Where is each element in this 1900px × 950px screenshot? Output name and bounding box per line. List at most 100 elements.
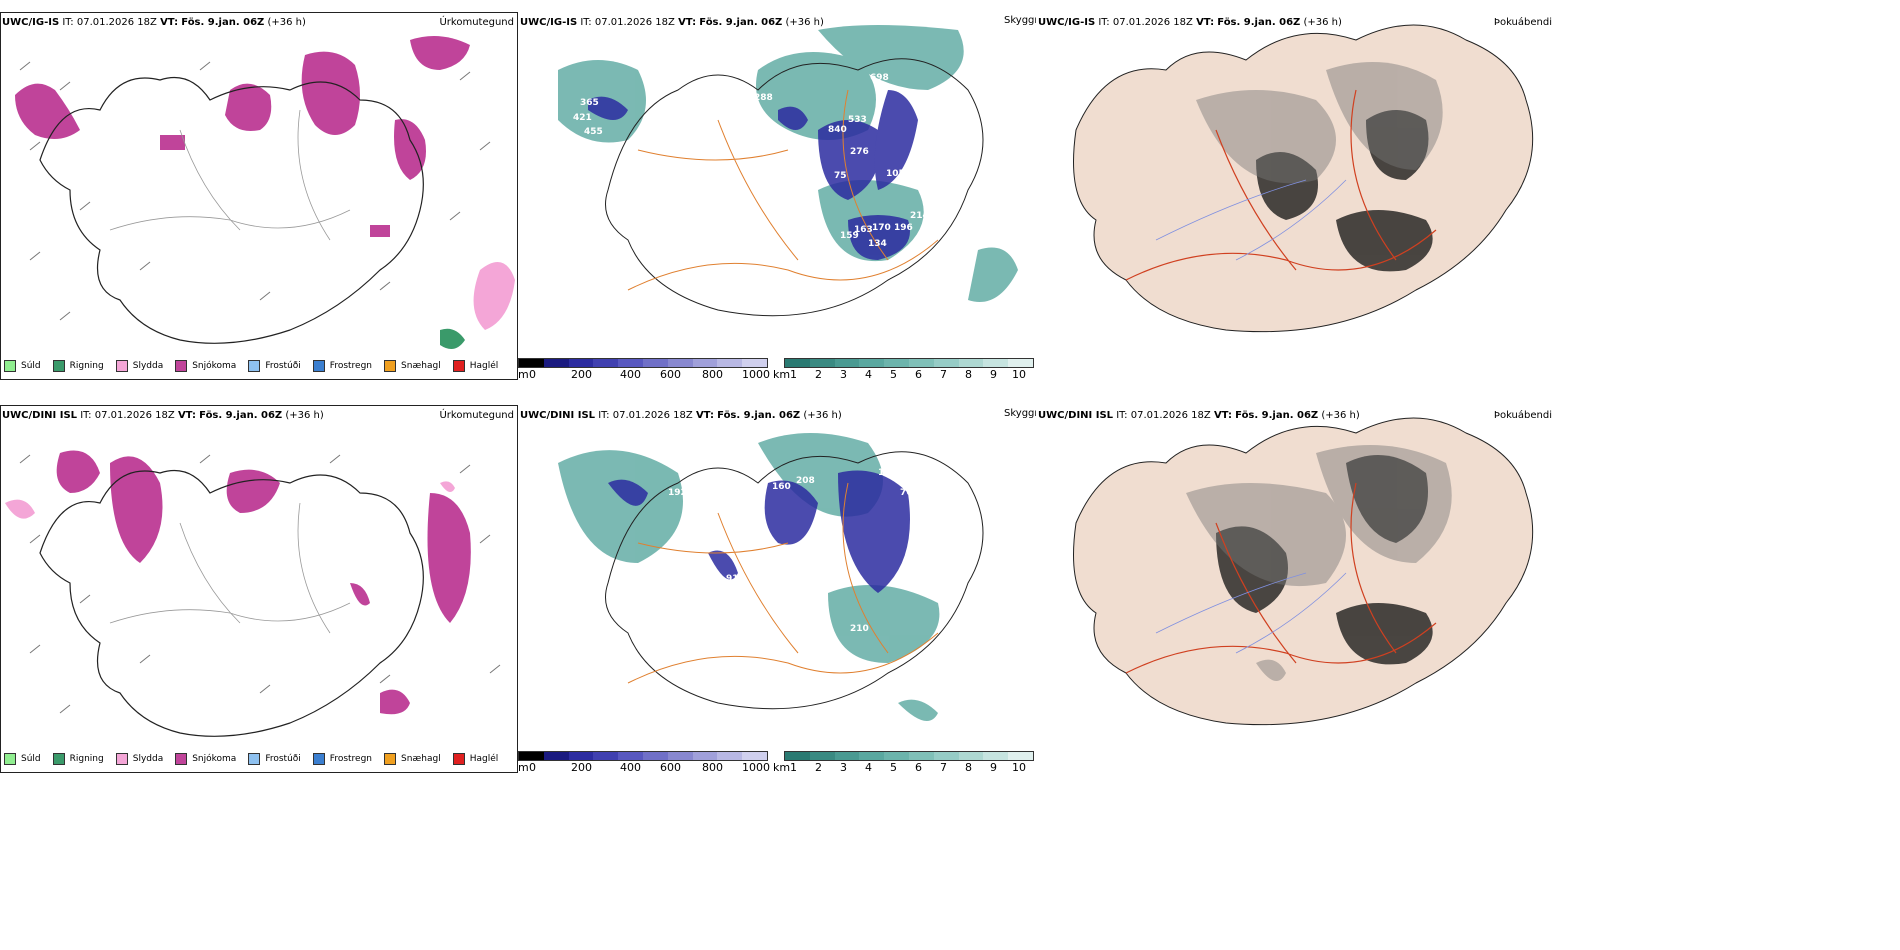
legend-label: Frostregn bbox=[329, 361, 373, 371]
km-tick: 5 bbox=[890, 761, 897, 774]
cbar-cell bbox=[667, 752, 693, 760]
legend-swatch bbox=[384, 753, 397, 765]
legend-item: Slydda bbox=[115, 753, 163, 765]
it-value: 07.01.2026 18Z bbox=[612, 410, 693, 421]
panel-title-fog-index: Þokuábendi bbox=[1493, 17, 1552, 28]
precip-map-iceland bbox=[15, 36, 515, 349]
it-label: IT: bbox=[598, 410, 610, 421]
legend-item: Rigning bbox=[52, 753, 104, 765]
meters-tick: 1000 bbox=[742, 368, 770, 381]
legend-swatch bbox=[115, 753, 128, 765]
visibility-map-iceland: 365 421 455 288 840 533 276 75 105 170 1… bbox=[558, 25, 1018, 317]
cbar-cell bbox=[667, 359, 693, 367]
forecast-header: UWC/DINI ISL IT: 07.01.2026 18Z VT: Fös.… bbox=[1038, 410, 1360, 421]
it-label: IT: bbox=[62, 17, 74, 28]
cbar-cell bbox=[785, 359, 810, 367]
iceland-coastline bbox=[39, 76, 424, 344]
visibility-meters-colorbar bbox=[518, 751, 768, 761]
visibility-label: 210 bbox=[850, 624, 869, 634]
legend-swatch bbox=[452, 360, 465, 372]
cbar-cell bbox=[785, 752, 810, 760]
model-name: UWC/DINI ISL bbox=[1038, 410, 1114, 421]
it-label: IT: bbox=[1116, 410, 1128, 421]
rivers bbox=[1155, 179, 1347, 261]
cbar-cell bbox=[519, 359, 544, 367]
visibility-label: 134 bbox=[868, 239, 887, 249]
row-2-fog-panel: UWC/DINI ISL IT: 07.01.2026 18Z VT: Fös.… bbox=[1036, 405, 1556, 773]
sleet-rain-areas bbox=[440, 262, 515, 349]
legend-item: Frostregn bbox=[312, 360, 373, 372]
legend-swatch bbox=[248, 753, 261, 765]
meters-tick: 800 bbox=[702, 761, 723, 774]
visibility-m-areas bbox=[608, 470, 910, 593]
forecast-header: UWC/IG-IS IT: 07.01.2026 18Z VT: Fös. 9.… bbox=[520, 17, 824, 28]
cbar-cell bbox=[742, 359, 767, 367]
legend-swatch bbox=[175, 360, 188, 372]
km-tick: 4 bbox=[865, 761, 872, 774]
legend-label: Rigning bbox=[69, 361, 104, 371]
meters-unit: m bbox=[518, 368, 529, 381]
cbar-cell bbox=[742, 752, 767, 760]
km-tick: 8 bbox=[965, 761, 972, 774]
km-tick: 10 bbox=[1012, 761, 1026, 774]
cbar-cell bbox=[859, 359, 885, 367]
it-label: IT: bbox=[1098, 17, 1110, 28]
lead-time: (+36 h) bbox=[1321, 410, 1360, 421]
visibility-label: 75 bbox=[834, 171, 847, 181]
visibility-km-areas bbox=[558, 25, 1018, 302]
legend-item: Snjókoma bbox=[175, 753, 236, 765]
legend-label: Haglél bbox=[469, 361, 499, 371]
model-name: UWC/IG-IS bbox=[1038, 17, 1096, 28]
vt-value: Fös. 9.jan. 06Z bbox=[181, 17, 265, 28]
cbar-cell bbox=[884, 359, 909, 367]
row-2-visibility-panel: UWC/DINI ISL IT: 07.01.2026 18Z VT: Fös.… bbox=[518, 405, 1084, 774]
precip-type-legend: Súld Rigning Slydda Snjókoma Frostúði Fr… bbox=[4, 751, 510, 767]
fog-moderate-areas bbox=[1196, 62, 1443, 184]
lead-time: (+36 h) bbox=[1303, 17, 1342, 28]
panel-title-precip-type: Úrkomutegund bbox=[439, 17, 514, 28]
visibility-label: 163 bbox=[854, 225, 873, 235]
fog-map-iceland bbox=[1073, 24, 1534, 333]
row-1-precip-panel: UWC/IG-IS IT: 07.01.2026 18Z VT: Fös. 9.… bbox=[0, 12, 518, 380]
vt-value: Fös. 9.jan. 06Z bbox=[699, 17, 783, 28]
meters-tick: 1000 bbox=[742, 761, 770, 774]
meters-tick: 0 bbox=[529, 761, 536, 774]
forecast-header: UWC/IG-IS IT: 07.01.2026 18Z VT: Fös. 9.… bbox=[1038, 17, 1342, 28]
visibility-km-colorbar bbox=[784, 358, 1034, 368]
lead-time: (+36 h) bbox=[803, 410, 842, 421]
cbar-cell bbox=[692, 359, 718, 367]
row-2-precip-panel: UWC/DINI ISL IT: 07.01.2026 18Z VT: Fös.… bbox=[0, 405, 518, 773]
legend-item: Rigning bbox=[52, 360, 104, 372]
cbar-cell bbox=[859, 752, 885, 760]
visibility-label: 159 bbox=[840, 231, 859, 241]
road-network bbox=[1125, 482, 1437, 674]
legend-swatch bbox=[384, 360, 397, 372]
it-value: 07.01.2026 18Z bbox=[1112, 17, 1193, 28]
legend-label: Snæhagl bbox=[401, 361, 441, 371]
visibility-label: 118 bbox=[930, 554, 949, 564]
visibility-label: 288 bbox=[754, 93, 773, 103]
panel-title-visibility: Skyggni bbox=[1004, 15, 1044, 26]
visibility-label: 365 bbox=[580, 98, 599, 108]
meters-unit: m bbox=[518, 761, 529, 774]
precip-map-iceland bbox=[5, 450, 501, 737]
meters-tick: 400 bbox=[620, 368, 641, 381]
cbar-cell bbox=[834, 359, 860, 367]
model-name: UWC/DINI ISL bbox=[2, 410, 78, 421]
legend-item: Snjókoma bbox=[175, 360, 236, 372]
precip-type-legend: Súld Rigning Slydda Snjókoma Frostúði Fr… bbox=[4, 358, 510, 374]
legend-item: Haglél bbox=[452, 753, 498, 765]
legend-swatch bbox=[52, 360, 65, 372]
legend-item: Frostúði bbox=[248, 753, 301, 765]
legend-label: Snjókoma bbox=[192, 754, 237, 764]
visibility-label: 346 bbox=[768, 556, 787, 566]
legend-item: Frostregn bbox=[312, 753, 372, 765]
row-1-fog-panel: UWC/IG-IS IT: 07.01.2026 18Z VT: Fös. 9.… bbox=[1036, 12, 1556, 380]
legend-item: Snæhagl bbox=[384, 360, 441, 372]
legend-swatch bbox=[175, 753, 188, 765]
meters-tick: 200 bbox=[571, 368, 592, 381]
legend-swatch bbox=[452, 753, 465, 765]
km-tick: 5 bbox=[890, 368, 897, 381]
visibility-label: 196 bbox=[894, 223, 913, 233]
legend-swatch bbox=[4, 753, 16, 765]
